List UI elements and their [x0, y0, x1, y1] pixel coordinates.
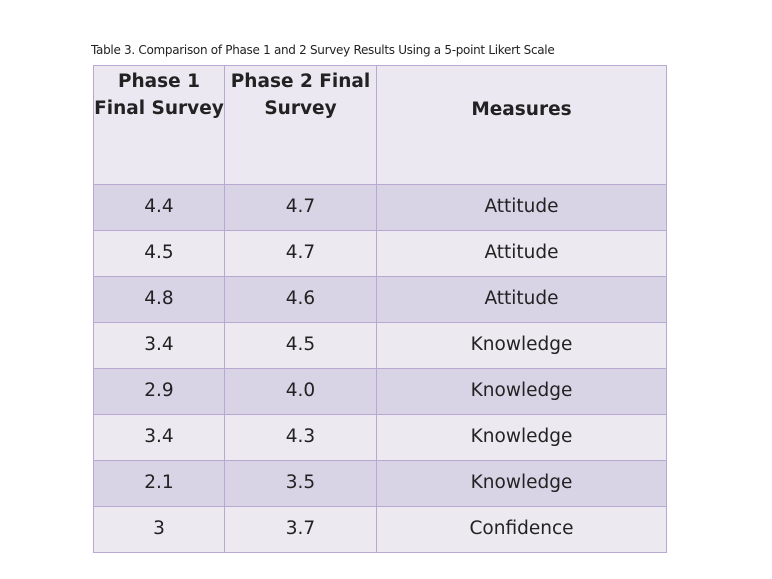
phase-1-cell: 4.4	[93, 184, 225, 231]
table-row: 2.9 4.0 Knowledge	[93, 368, 667, 415]
table-row: 3 3.7 Confidence	[93, 506, 667, 553]
phase-2-cell: 3.5	[224, 460, 377, 507]
measure-cell: Knowledge	[376, 460, 667, 507]
phase-2-cell: 4.5	[224, 322, 377, 369]
table-row: 4.8 4.6 Attitude	[93, 276, 667, 323]
phase-2-cell: 4.7	[224, 230, 377, 277]
measure-cell: Attitude	[376, 230, 667, 277]
table-header-row: Phase 1 Final Survey Phase 2 Final Surve…	[93, 65, 667, 185]
measure-cell: Knowledge	[376, 368, 667, 415]
survey-results-table: Phase 1 Final Survey Phase 2 Final Surve…	[93, 65, 667, 553]
table-row: 3.4 4.5 Knowledge	[93, 322, 667, 369]
measure-cell: Attitude	[376, 276, 667, 323]
measure-cell: Knowledge	[376, 322, 667, 369]
measure-cell: Knowledge	[376, 414, 667, 461]
phase-2-cell: 4.6	[224, 276, 377, 323]
header-measures: Measures	[376, 65, 667, 185]
phase-1-cell: 2.9	[93, 368, 225, 415]
header-phase-2: Phase 2 Final Survey	[224, 65, 377, 185]
phase-1-cell: 3	[93, 506, 225, 553]
phase-2-cell: 3.7	[224, 506, 377, 553]
table-row: 2.1 3.5 Knowledge	[93, 460, 667, 507]
phase-1-cell: 4.5	[93, 230, 225, 277]
phase-1-cell: 2.1	[93, 460, 225, 507]
measure-cell: Attitude	[376, 184, 667, 231]
phase-2-cell: 4.7	[224, 184, 377, 231]
header-phase-1: Phase 1 Final Survey	[93, 65, 225, 185]
phase-2-cell: 4.0	[224, 368, 377, 415]
phase-1-cell: 3.4	[93, 414, 225, 461]
phase-1-cell: 4.8	[93, 276, 225, 323]
table-row: 4.4 4.7 Attitude	[93, 184, 667, 231]
table-row: 4.5 4.7 Attitude	[93, 230, 667, 277]
table-row: 3.4 4.3 Knowledge	[93, 414, 667, 461]
table-caption: Table 3. Comparison of Phase 1 and 2 Sur…	[91, 43, 555, 57]
phase-1-cell: 3.4	[93, 322, 225, 369]
phase-2-cell: 4.3	[224, 414, 377, 461]
measure-cell: Confidence	[376, 506, 667, 553]
